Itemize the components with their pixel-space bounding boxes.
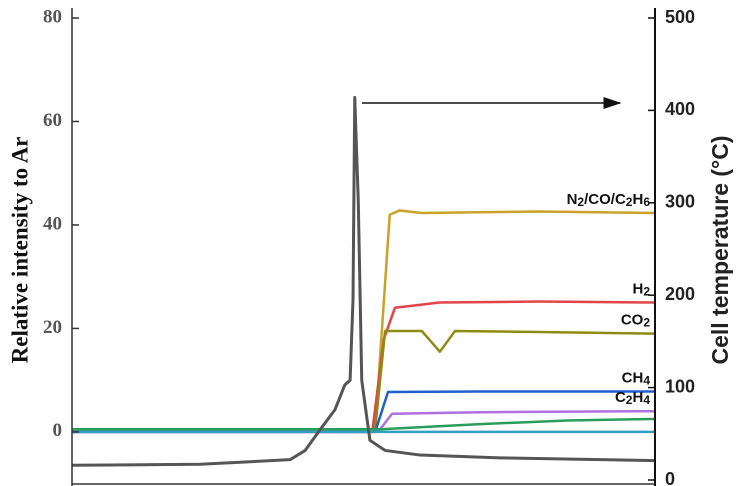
series-label: CH4 (622, 370, 651, 388)
y2-tick-label: 400 (665, 99, 695, 119)
series-label: C2H4 (615, 389, 650, 407)
series-label: H2 (632, 281, 650, 299)
series-line (72, 300, 656, 434)
y2-tick-label: 500 (665, 7, 695, 27)
y-tick-label: 20 (43, 317, 62, 338)
y-axis-label: Relative intensity to Ar (7, 137, 32, 364)
y-tick-label: 0 (53, 420, 63, 441)
y2-tick-label: 100 (665, 376, 695, 396)
series-label: N2/CO/C2H6 (567, 191, 651, 209)
y2-tick-label: 200 (665, 284, 695, 304)
y2-tick-label: 300 (665, 192, 695, 212)
y-tick-label: 40 (43, 213, 62, 234)
y2-tick-label: 0 (665, 469, 675, 486)
series-line (72, 417, 656, 431)
y2-axis-label: Cell temperature (°C) (707, 135, 733, 364)
y-tick-label: 60 (43, 110, 62, 131)
y-tick-label: 80 (43, 6, 62, 27)
series-label: CO2 (621, 312, 651, 330)
series-line (71, 95, 656, 467)
series-line (72, 329, 656, 431)
